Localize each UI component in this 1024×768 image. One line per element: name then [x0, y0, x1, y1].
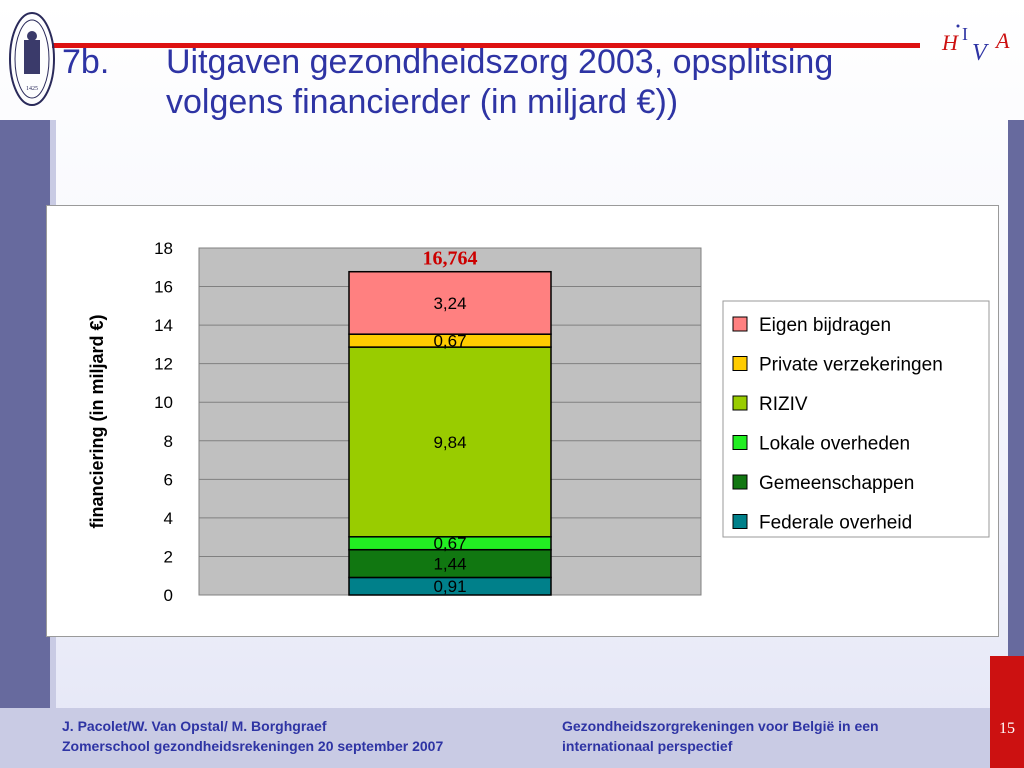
title-line-1: Uitgaven gezondheidszorg 2003, opsplitsi…	[166, 43, 834, 81]
y-tick-label: 8	[164, 432, 173, 451]
svg-text:V: V	[972, 40, 989, 66]
legend-box	[722, 300, 990, 538]
legend-entry: Gemeenschappen	[759, 473, 914, 494]
y-tick-label: 0	[164, 586, 173, 605]
legend-swatch	[732, 316, 748, 332]
footer-red-block	[990, 656, 1024, 768]
bar-segment	[348, 270, 552, 335]
footer-event: Zomerschool gezondheidsrekeningen 20 sep…	[62, 738, 444, 754]
legend-swatch	[732, 356, 748, 371]
footer-right-text: Gezondheidszorgrekeningen voor België in…	[562, 716, 879, 756]
y-tick-label: 18	[154, 239, 173, 258]
y-tick-label: 16	[154, 278, 173, 297]
segment-data-label: 0,91	[433, 577, 466, 596]
hiva-logo: H I V A	[941, 24, 1010, 66]
footer-authors: J. Pacolet/W. Van Opstal/ M. Borghgraef	[62, 718, 327, 734]
bar-segment	[348, 346, 552, 538]
segment-data-label: 0,67	[433, 534, 466, 553]
legend-swatch	[732, 474, 748, 490]
segment-data-label: 1,44	[433, 555, 466, 574]
legend-swatch	[732, 435, 748, 450]
svg-text:A: A	[994, 28, 1010, 53]
segment-data-label: 0,67	[433, 332, 466, 351]
y-tick-label: 2	[164, 547, 173, 566]
legend-entry: Private verzekeringen	[759, 355, 943, 376]
y-tick-label: 12	[154, 355, 173, 374]
legend-swatch	[732, 514, 748, 529]
legend-swatch	[732, 395, 748, 411]
y-tick-label: 4	[164, 509, 173, 528]
y-axis-label: financiering (in miljard €)	[87, 314, 107, 528]
legend-entry: Eigen bijdragen	[759, 315, 891, 336]
page-number: 15	[999, 720, 1015, 737]
footer-topic-line-2: internationaal perspectief	[562, 738, 733, 754]
stacked-bar-chart: 0 2 4 6 8 10 12 14 16 18 financiering (in miljard …	[87, 239, 990, 605]
svg-text:I: I	[962, 24, 968, 44]
y-tick-label: 6	[164, 470, 173, 489]
footer-topic-line-1: Gezondheidszorgrekeningen voor België in…	[562, 718, 879, 734]
chart-container: 0 2 4 6 8 10 12 14 16 18 financiering (in miljard …	[46, 205, 999, 637]
slide-number-label: 7b.	[62, 43, 110, 81]
university-seal-logo: 1425	[9, 12, 55, 106]
seal-year: 1425	[26, 86, 38, 92]
footer-left: J. Pacolet/W. Van Opstal/ M. Borghgraef …	[62, 716, 443, 756]
legend-entry: Lokale overheden	[759, 434, 910, 455]
svg-text:H: H	[941, 30, 959, 55]
segment-data-label: 3,24	[433, 294, 466, 313]
y-tick-label: 14	[154, 316, 173, 335]
y-tick-label: 10	[154, 393, 173, 412]
left-side-bar	[0, 120, 50, 708]
title-line-2: volgens financierder (in miljard €))	[166, 83, 679, 121]
legend-entry: Federale overheid	[759, 513, 912, 534]
segment-data-label: 9,84	[433, 433, 466, 452]
title-red-line	[52, 43, 920, 48]
footer-band	[0, 708, 990, 768]
right-side-bar	[1008, 120, 1024, 656]
legend-entry: RIZIV	[759, 394, 808, 415]
total-label: 16,764	[423, 248, 478, 270]
